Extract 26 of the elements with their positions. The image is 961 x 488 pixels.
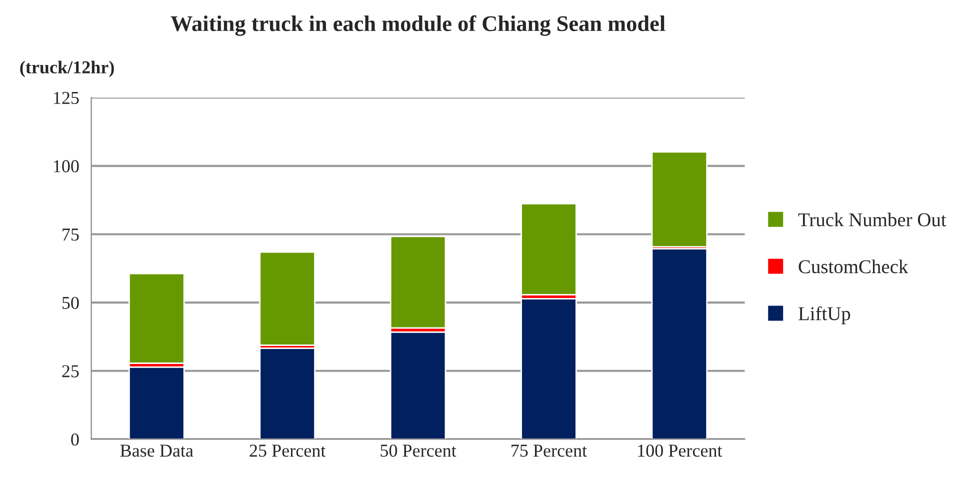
bar [520,202,577,296]
legend-label: LiftUp [798,306,850,324]
x-tick-label: Base Data [120,444,194,457]
bar [651,248,708,440]
bar [128,366,185,440]
x-tick-label: 25 Percent [250,444,326,457]
chart-title: Waiting truck in each module of Chiang Sean model [170,15,666,36]
x-tick-label: 75 Percent [512,444,587,457]
x-tick-label: 50 Percent [380,444,456,457]
bar [520,298,577,440]
legend-label: Truck Number Out [798,212,946,226]
y-tick-label: 0 [71,433,79,446]
bar [390,331,446,440]
y-tick-label: 125 [54,92,79,104]
bar [259,251,316,346]
bar [128,272,185,364]
x-tick-label: 100 Percent [638,444,722,457]
y-tick-label: 75 [62,228,79,241]
y-tick-label: 50 [62,296,79,309]
y-tick-label: 25 [62,365,79,378]
bar [390,236,446,329]
bar [651,151,708,248]
legend-label: CustomCheck [798,260,908,274]
bar [259,348,316,440]
y-axis-title: (truck/12hr) [20,60,114,78]
y-tick-label: 100 [54,160,79,172]
